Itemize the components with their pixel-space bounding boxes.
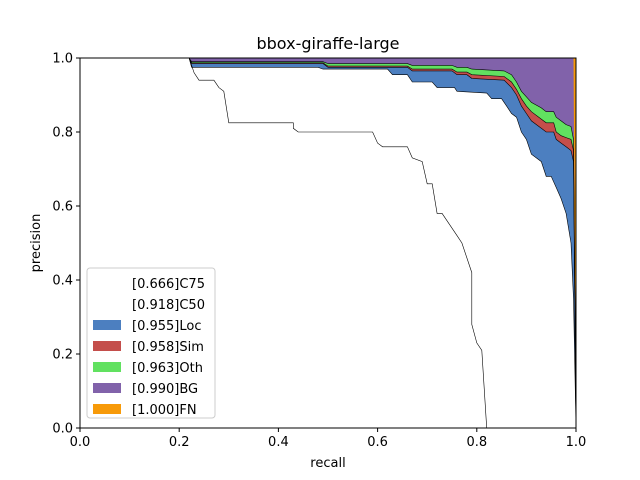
legend-swatch (93, 383, 121, 393)
y-tick-label: 0.8 (52, 126, 73, 141)
legend-label: [0.958]Sim (132, 340, 204, 355)
y-tick-label: 0.2 (52, 348, 73, 363)
legend-swatch (93, 320, 121, 330)
x-tick-label: 0.6 (367, 435, 388, 450)
legend-swatch (93, 341, 121, 351)
legend-label: [0.666]C75 (132, 277, 205, 292)
x-tick-label: 0.2 (169, 435, 190, 450)
line-c75 (80, 57, 487, 429)
plot-frame (79, 57, 577, 429)
legend-label: [0.955]Loc (132, 319, 201, 334)
line-sim (80, 57, 577, 429)
x-tick-label: 0.0 (70, 435, 91, 450)
line-c50 (80, 57, 577, 429)
x-axis-ticks: 0.0 0.2 0.4 0.6 0.8 1.0 (70, 428, 587, 450)
boundary-lines (80, 57, 577, 429)
legend-swatch (93, 299, 121, 309)
y-axis-label: precision (29, 214, 44, 273)
y-tick-label: 1.0 (52, 52, 73, 67)
y-tick-label: 0.6 (52, 200, 73, 215)
legend-swatch (93, 362, 121, 372)
y-tick-label: 0.4 (52, 274, 73, 289)
area-bg (80, 58, 576, 428)
legend: [0.666]C75 [0.918]C50 [0.955]Loc [0.958]Sim… (86, 267, 216, 419)
legend-label: [0.918]C50 (132, 298, 205, 313)
x-tick-label: 0.8 (466, 435, 487, 450)
chart-title: bbox-giraffe-large (256, 34, 399, 53)
legend-label: [0.990]BG (132, 382, 198, 397)
legend-label: [1.000]FN (132, 403, 197, 418)
x-tick-label: 1.0 (566, 435, 587, 450)
legend-swatch (93, 278, 121, 288)
legend-swatch (93, 404, 121, 414)
y-axis-ticks: 0.0 0.2 0.4 0.6 0.8 1.0 (52, 52, 80, 437)
x-axis-label: recall (310, 456, 345, 471)
y-tick-label: 0.0 (52, 422, 73, 437)
legend-label: [0.963]Oth (132, 361, 203, 376)
line-loc (80, 57, 577, 429)
line-oth (80, 57, 577, 429)
x-tick-label: 0.4 (268, 435, 289, 450)
stacked-areas (80, 58, 576, 428)
